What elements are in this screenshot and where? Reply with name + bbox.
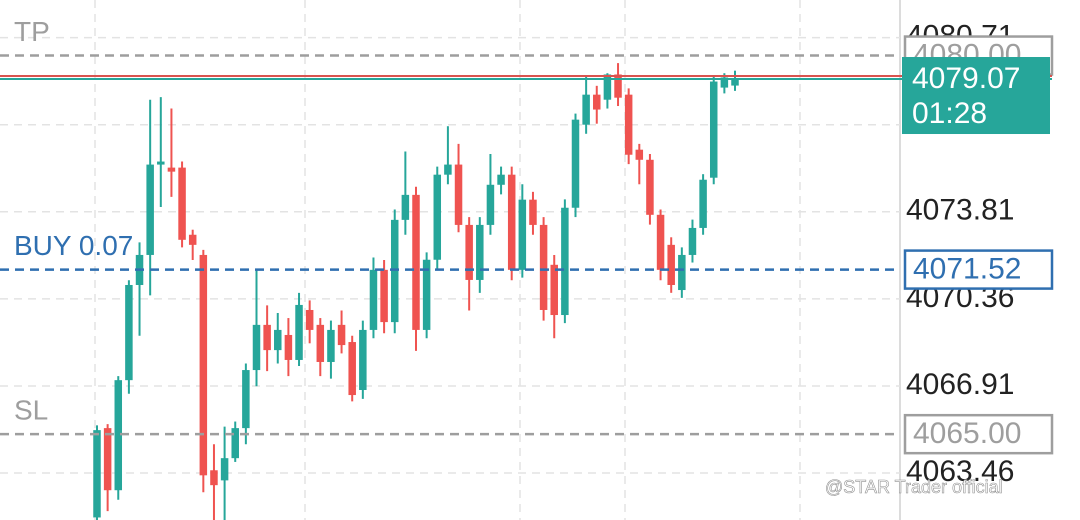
candle-body <box>157 161 165 165</box>
candle-body <box>603 74 612 100</box>
candle-body <box>103 428 112 491</box>
candle-body <box>518 199 527 270</box>
candle-body <box>561 207 569 316</box>
candle-body <box>231 428 239 459</box>
candle-body <box>709 81 718 178</box>
candle-body <box>263 324 271 351</box>
candle-body <box>550 264 558 316</box>
candle-body <box>114 380 123 491</box>
candle-body <box>359 329 367 390</box>
candle-body <box>327 329 335 362</box>
candle-body <box>369 269 378 330</box>
candle-body <box>295 304 303 360</box>
candle-body <box>390 219 399 323</box>
watermark: @STAR Trader official <box>825 477 1003 497</box>
candle-body <box>93 430 101 518</box>
candle-body <box>497 174 505 185</box>
level-price-box <box>903 249 1054 290</box>
candle-body <box>305 309 314 330</box>
candle-body <box>274 329 282 351</box>
candle-body <box>646 159 654 215</box>
vertical-grid <box>94 0 801 520</box>
candle-body <box>454 164 463 225</box>
candle-body <box>242 370 250 429</box>
candle-body <box>220 458 229 481</box>
candle-body <box>529 199 537 225</box>
level-name: TP <box>14 16 50 47</box>
y-tick-label: 4063.46 <box>906 455 1014 488</box>
candle-body <box>731 79 739 86</box>
candle-body <box>167 167 176 172</box>
candle-body <box>476 224 484 280</box>
candle-body <box>720 77 729 88</box>
candle-body <box>348 342 356 396</box>
y-tick-label: 4066.91 <box>906 368 1014 401</box>
candle-body <box>656 214 665 270</box>
level-name: BUY 0.07 <box>14 230 133 261</box>
candle-body <box>635 149 644 160</box>
candle-body <box>337 324 346 346</box>
level-price-label: 4065.00 <box>913 417 1021 450</box>
candle-body <box>593 94 601 110</box>
candle-body <box>688 227 697 255</box>
candle-body <box>284 334 293 360</box>
candle-body <box>433 174 442 260</box>
countdown: 01:28 <box>912 97 987 130</box>
candle-body <box>412 194 420 330</box>
level-price-box <box>903 413 1054 455</box>
current-price-label: 4079.07 <box>912 62 1020 95</box>
candle-body <box>539 224 548 310</box>
candle-body <box>624 94 633 155</box>
candle-body <box>316 324 325 362</box>
candle-body <box>252 324 261 371</box>
candle-body <box>380 269 388 323</box>
candle-body <box>486 184 495 225</box>
level-name: SL <box>14 395 48 426</box>
candle-body <box>188 234 197 245</box>
candle-body <box>178 167 186 240</box>
candle-body <box>571 119 580 208</box>
candle-body <box>444 164 452 175</box>
candle-body <box>678 254 686 291</box>
current-price-box <box>902 57 1050 135</box>
candle-body <box>125 284 133 381</box>
candle-body <box>401 194 410 220</box>
y-tick-label: 4073.81 <box>906 194 1014 227</box>
candle-body <box>465 224 473 280</box>
candle-body <box>507 174 516 270</box>
candle-body <box>582 94 590 125</box>
candle-body <box>422 259 431 330</box>
candle-body <box>210 470 218 486</box>
candle-body <box>199 254 208 476</box>
candle-body <box>699 179 707 228</box>
candle-body <box>667 244 675 285</box>
level-price-label: 4071.52 <box>913 253 1021 286</box>
candle-body <box>146 164 154 255</box>
candle-body <box>614 74 622 98</box>
